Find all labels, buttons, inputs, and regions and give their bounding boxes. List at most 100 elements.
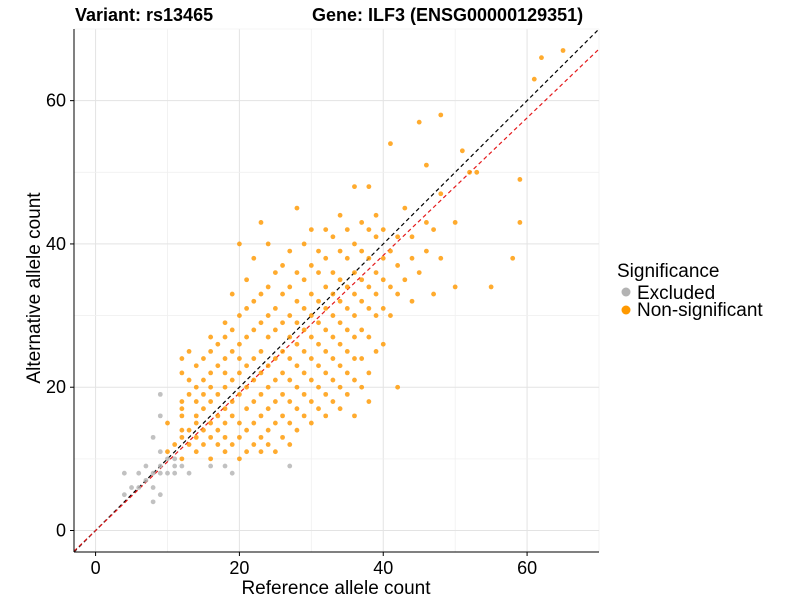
data-point-non-significant (280, 263, 285, 268)
data-point-non-significant (352, 270, 357, 275)
data-point-excluded (222, 463, 228, 469)
data-point-non-significant (366, 370, 372, 376)
data-point-excluded (143, 463, 149, 469)
data-point-non-significant (258, 348, 264, 354)
data-point-non-significant (244, 363, 250, 369)
data-point-non-significant (380, 227, 386, 233)
y-tick-label: 0 (56, 521, 66, 541)
data-point-non-significant (222, 449, 228, 455)
data-point-non-significant (373, 234, 379, 240)
data-point-non-significant (229, 413, 235, 419)
data-point-non-significant (323, 327, 329, 333)
data-point-non-significant (344, 327, 350, 333)
data-point-non-significant (359, 327, 365, 333)
data-point-non-significant (316, 363, 321, 369)
data-point-non-significant (388, 248, 393, 254)
data-point-non-significant (337, 248, 343, 254)
data-point-non-significant (308, 291, 314, 297)
data-point-non-significant (251, 327, 257, 333)
data-point-non-significant (294, 341, 300, 347)
data-point-non-significant (323, 391, 329, 397)
data-point-excluded (287, 463, 293, 469)
data-point-non-significant (301, 391, 307, 397)
data-point-excluded (136, 470, 142, 476)
data-point-non-significant (308, 356, 314, 361)
axes (70, 29, 599, 556)
data-point-non-significant (237, 356, 242, 361)
data-point-non-significant (344, 391, 350, 397)
data-point-non-significant (165, 420, 170, 426)
data-point-non-significant (467, 169, 472, 175)
data-point-non-significant (402, 205, 408, 211)
data-point-non-significant (323, 370, 329, 376)
data-point-non-significant (337, 384, 343, 390)
data-point-non-significant (201, 391, 206, 397)
data-point-non-significant (272, 449, 278, 455)
data-point-non-significant (222, 434, 228, 440)
data-point-non-significant (366, 227, 372, 233)
data-point-non-significant (193, 449, 199, 455)
data-point-non-significant (244, 406, 250, 412)
data-point-non-significant (186, 391, 192, 397)
data-point-non-significant (201, 356, 206, 361)
data-point-non-significant (366, 399, 372, 404)
data-point-non-significant (366, 255, 372, 261)
title-variant: Variant: rs13465 (75, 5, 213, 25)
data-point-excluded (157, 492, 163, 498)
data-point-non-significant (352, 334, 357, 340)
data-point-non-significant (416, 119, 422, 125)
data-point-non-significant (416, 270, 422, 275)
data-point-non-significant (359, 356, 365, 361)
data-point-non-significant (193, 363, 199, 369)
data-point-non-significant (265, 334, 271, 340)
data-point-non-significant (366, 184, 372, 190)
data-point-non-significant (265, 406, 271, 412)
data-point-non-significant (301, 327, 307, 333)
data-point-non-significant (395, 384, 401, 390)
data-point-non-significant (337, 341, 343, 347)
data-point-non-significant (344, 227, 350, 233)
data-point-non-significant (251, 298, 257, 304)
data-point-non-significant (323, 255, 329, 261)
data-point-non-significant (244, 277, 250, 283)
data-point-non-significant (229, 377, 235, 383)
data-point-non-significant (208, 334, 214, 340)
data-point-non-significant (316, 384, 321, 390)
data-point-non-significant (179, 399, 185, 404)
data-point-non-significant (280, 291, 285, 297)
data-point-non-significant (287, 420, 293, 426)
data-point-non-significant (258, 449, 264, 455)
data-point-non-significant (308, 377, 314, 383)
data-point-excluded (186, 470, 192, 476)
data-point-non-significant (409, 298, 415, 304)
data-point-non-significant (287, 442, 293, 447)
data-point-non-significant (237, 370, 242, 376)
data-point-non-significant (179, 413, 185, 419)
data-point-non-significant (280, 413, 285, 419)
data-point-non-significant (359, 277, 365, 283)
data-point-non-significant (265, 427, 271, 433)
data-point-non-significant (165, 449, 170, 455)
data-point-non-significant (237, 456, 242, 462)
data-point-non-significant (244, 427, 250, 433)
data-point-excluded (229, 470, 235, 476)
data-point-non-significant (193, 434, 199, 440)
data-point-non-significant (352, 377, 357, 383)
data-point-non-significant (265, 363, 271, 369)
data-point-non-significant (237, 420, 242, 426)
data-point-non-significant (287, 284, 293, 290)
data-point-non-significant (222, 334, 228, 340)
x-tick-label: 40 (373, 558, 393, 578)
y-axis-title: Alternative allele count (24, 192, 45, 384)
data-point-non-significant (330, 291, 336, 297)
data-point-non-significant (215, 341, 221, 347)
data-point-non-significant (323, 306, 329, 311)
legend-swatch-non-significant (621, 305, 631, 315)
data-point-non-significant (208, 384, 214, 390)
data-point-non-significant (301, 370, 307, 376)
data-point-non-significant (201, 442, 206, 447)
data-point-non-significant (222, 384, 228, 390)
data-point-non-significant (301, 241, 307, 247)
data-point-non-significant (517, 177, 523, 182)
data-point-non-significant (344, 284, 350, 290)
